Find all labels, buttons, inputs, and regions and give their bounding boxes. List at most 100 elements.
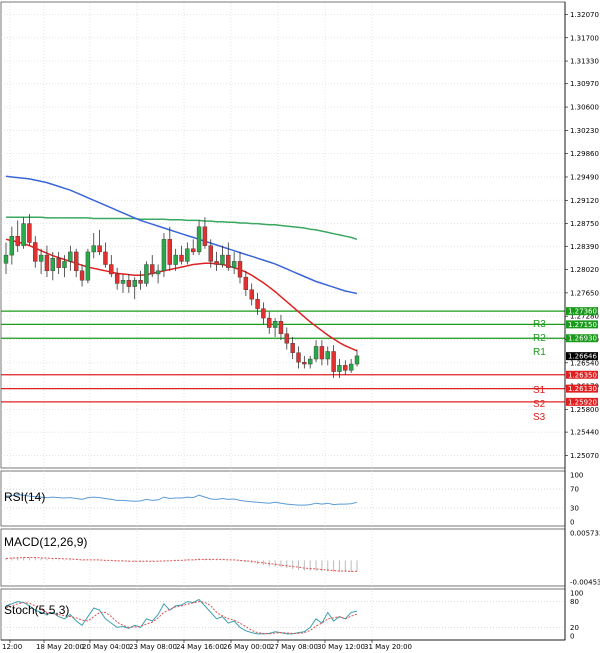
candle-body — [91, 245, 96, 253]
current-price-tag — [566, 352, 598, 361]
candle-body — [144, 264, 149, 284]
candle-body — [167, 239, 173, 265]
level-label-s2: S2 — [533, 399, 546, 410]
candle-body — [103, 251, 108, 265]
macd-tick-label: 0.005733 — [570, 529, 600, 537]
current-price-value: 1.26646 — [568, 353, 597, 361]
candle-body — [179, 254, 184, 262]
candle-body — [243, 276, 249, 290]
candle-body — [79, 270, 85, 281]
rsi-tick-label: 0 — [570, 519, 574, 527]
level-tag-value-s2: 1.26130 — [568, 385, 597, 393]
candle-body — [272, 321, 278, 328]
candle-body — [132, 280, 137, 287]
candle-body — [296, 352, 301, 363]
time-tick-label: 31 May 20:00 — [364, 643, 412, 651]
price-tick-label: 1.27650 — [570, 289, 599, 297]
candle-body — [208, 245, 213, 262]
candle-body — [220, 254, 225, 265]
macd-tick-label: -0.004534 — [570, 579, 600, 587]
price-tick-label: 1.25070 — [570, 452, 599, 460]
time-tick-label: 18 May 20:00 — [36, 643, 84, 651]
price-tick-label: 1.29120 — [570, 197, 599, 205]
time-tick-label: 27 May 08:00 — [270, 643, 318, 651]
time-tick-label: 23 May 08:00 — [129, 643, 177, 651]
level-label-s1: S1 — [533, 385, 546, 396]
level-tag-r3 — [566, 307, 598, 316]
candle-body — [202, 226, 208, 246]
candle-body — [114, 273, 120, 284]
candle-body — [150, 264, 155, 275]
level-tag-r1 — [566, 334, 598, 343]
stoch-tick-label: 100 — [570, 590, 583, 598]
candle-body — [161, 239, 167, 272]
candle-body — [255, 298, 260, 309]
price-tick-label: 1.30970 — [570, 80, 599, 88]
candle-body — [97, 245, 102, 253]
candle-body — [313, 346, 319, 360]
candle-body — [249, 289, 254, 300]
level-tag-value-s1: 1.26350 — [568, 371, 597, 379]
candle-body — [261, 308, 266, 319]
level-tag-s1 — [566, 370, 598, 379]
stoch-tick-label: 20 — [570, 624, 579, 632]
rsi-panel: 100 70 30 0 — [1, 472, 583, 527]
candle-body — [62, 261, 67, 268]
candle-body — [155, 270, 161, 275]
candle-body — [278, 321, 284, 335]
candle-body — [348, 363, 354, 371]
candle-body — [302, 361, 307, 365]
candle-body — [138, 280, 143, 284]
candle-body — [126, 280, 132, 287]
level-label-r3: R3 — [533, 319, 546, 330]
candle-body — [27, 223, 32, 243]
candle-body — [354, 355, 360, 365]
candle-body — [50, 258, 55, 272]
candle-body — [85, 251, 91, 281]
candle-body — [109, 264, 114, 275]
time-tick-label: 20 May 04:00 — [82, 643, 130, 651]
candle-body — [284, 333, 289, 344]
candle-body — [226, 254, 231, 268]
level-label-r1: R1 — [533, 347, 546, 358]
candle-body — [290, 343, 295, 353]
candle-body — [120, 280, 126, 284]
candle-body — [173, 254, 178, 265]
candle-body — [15, 235, 20, 246]
level-label-s3: S3 — [533, 412, 546, 423]
level-tag-s2 — [566, 384, 598, 393]
price-tick-label: 1.26540 — [570, 359, 599, 367]
price-tick-label: 1.29490 — [570, 173, 599, 181]
pivot-levels — [1, 310, 565, 403]
macd-label: MACD(12,26,9) — [4, 535, 87, 549]
level-tag-r2 — [566, 320, 598, 329]
candle-body — [3, 254, 9, 264]
grid — [0, 1, 566, 641]
rsi-label: RSI(14) — [4, 490, 45, 504]
ma-mid-line — [5, 175, 358, 295]
ma-slow-line — [6, 216, 358, 241]
candle-body — [337, 365, 342, 372]
candle-body — [73, 251, 79, 272]
candle-body — [56, 258, 61, 268]
candle-body — [331, 351, 336, 372]
rsi-tick-label: 100 — [570, 472, 583, 480]
macd-panel: 0.005733 -0.004534 — [5, 529, 600, 587]
candle-body — [190, 248, 196, 253]
stoch-d-line — [5, 601, 358, 635]
price-tick-label: 1.28020 — [570, 266, 599, 274]
candle-body — [33, 242, 38, 262]
level-label-r2: R2 — [533, 333, 546, 344]
stoch-label: Stoch(5,5,3) — [4, 603, 69, 617]
price-tick-label: 1.28750 — [570, 220, 599, 228]
price-tick-label: 1.27280 — [570, 313, 599, 321]
candle-body — [267, 317, 272, 328]
price-tick-label: 1.28390 — [570, 243, 599, 251]
rsi-tick-label: 70 — [570, 486, 579, 494]
candlesticks — [3, 214, 360, 378]
stoch-tick-label: 0 — [570, 633, 574, 641]
candle-body — [196, 226, 202, 253]
